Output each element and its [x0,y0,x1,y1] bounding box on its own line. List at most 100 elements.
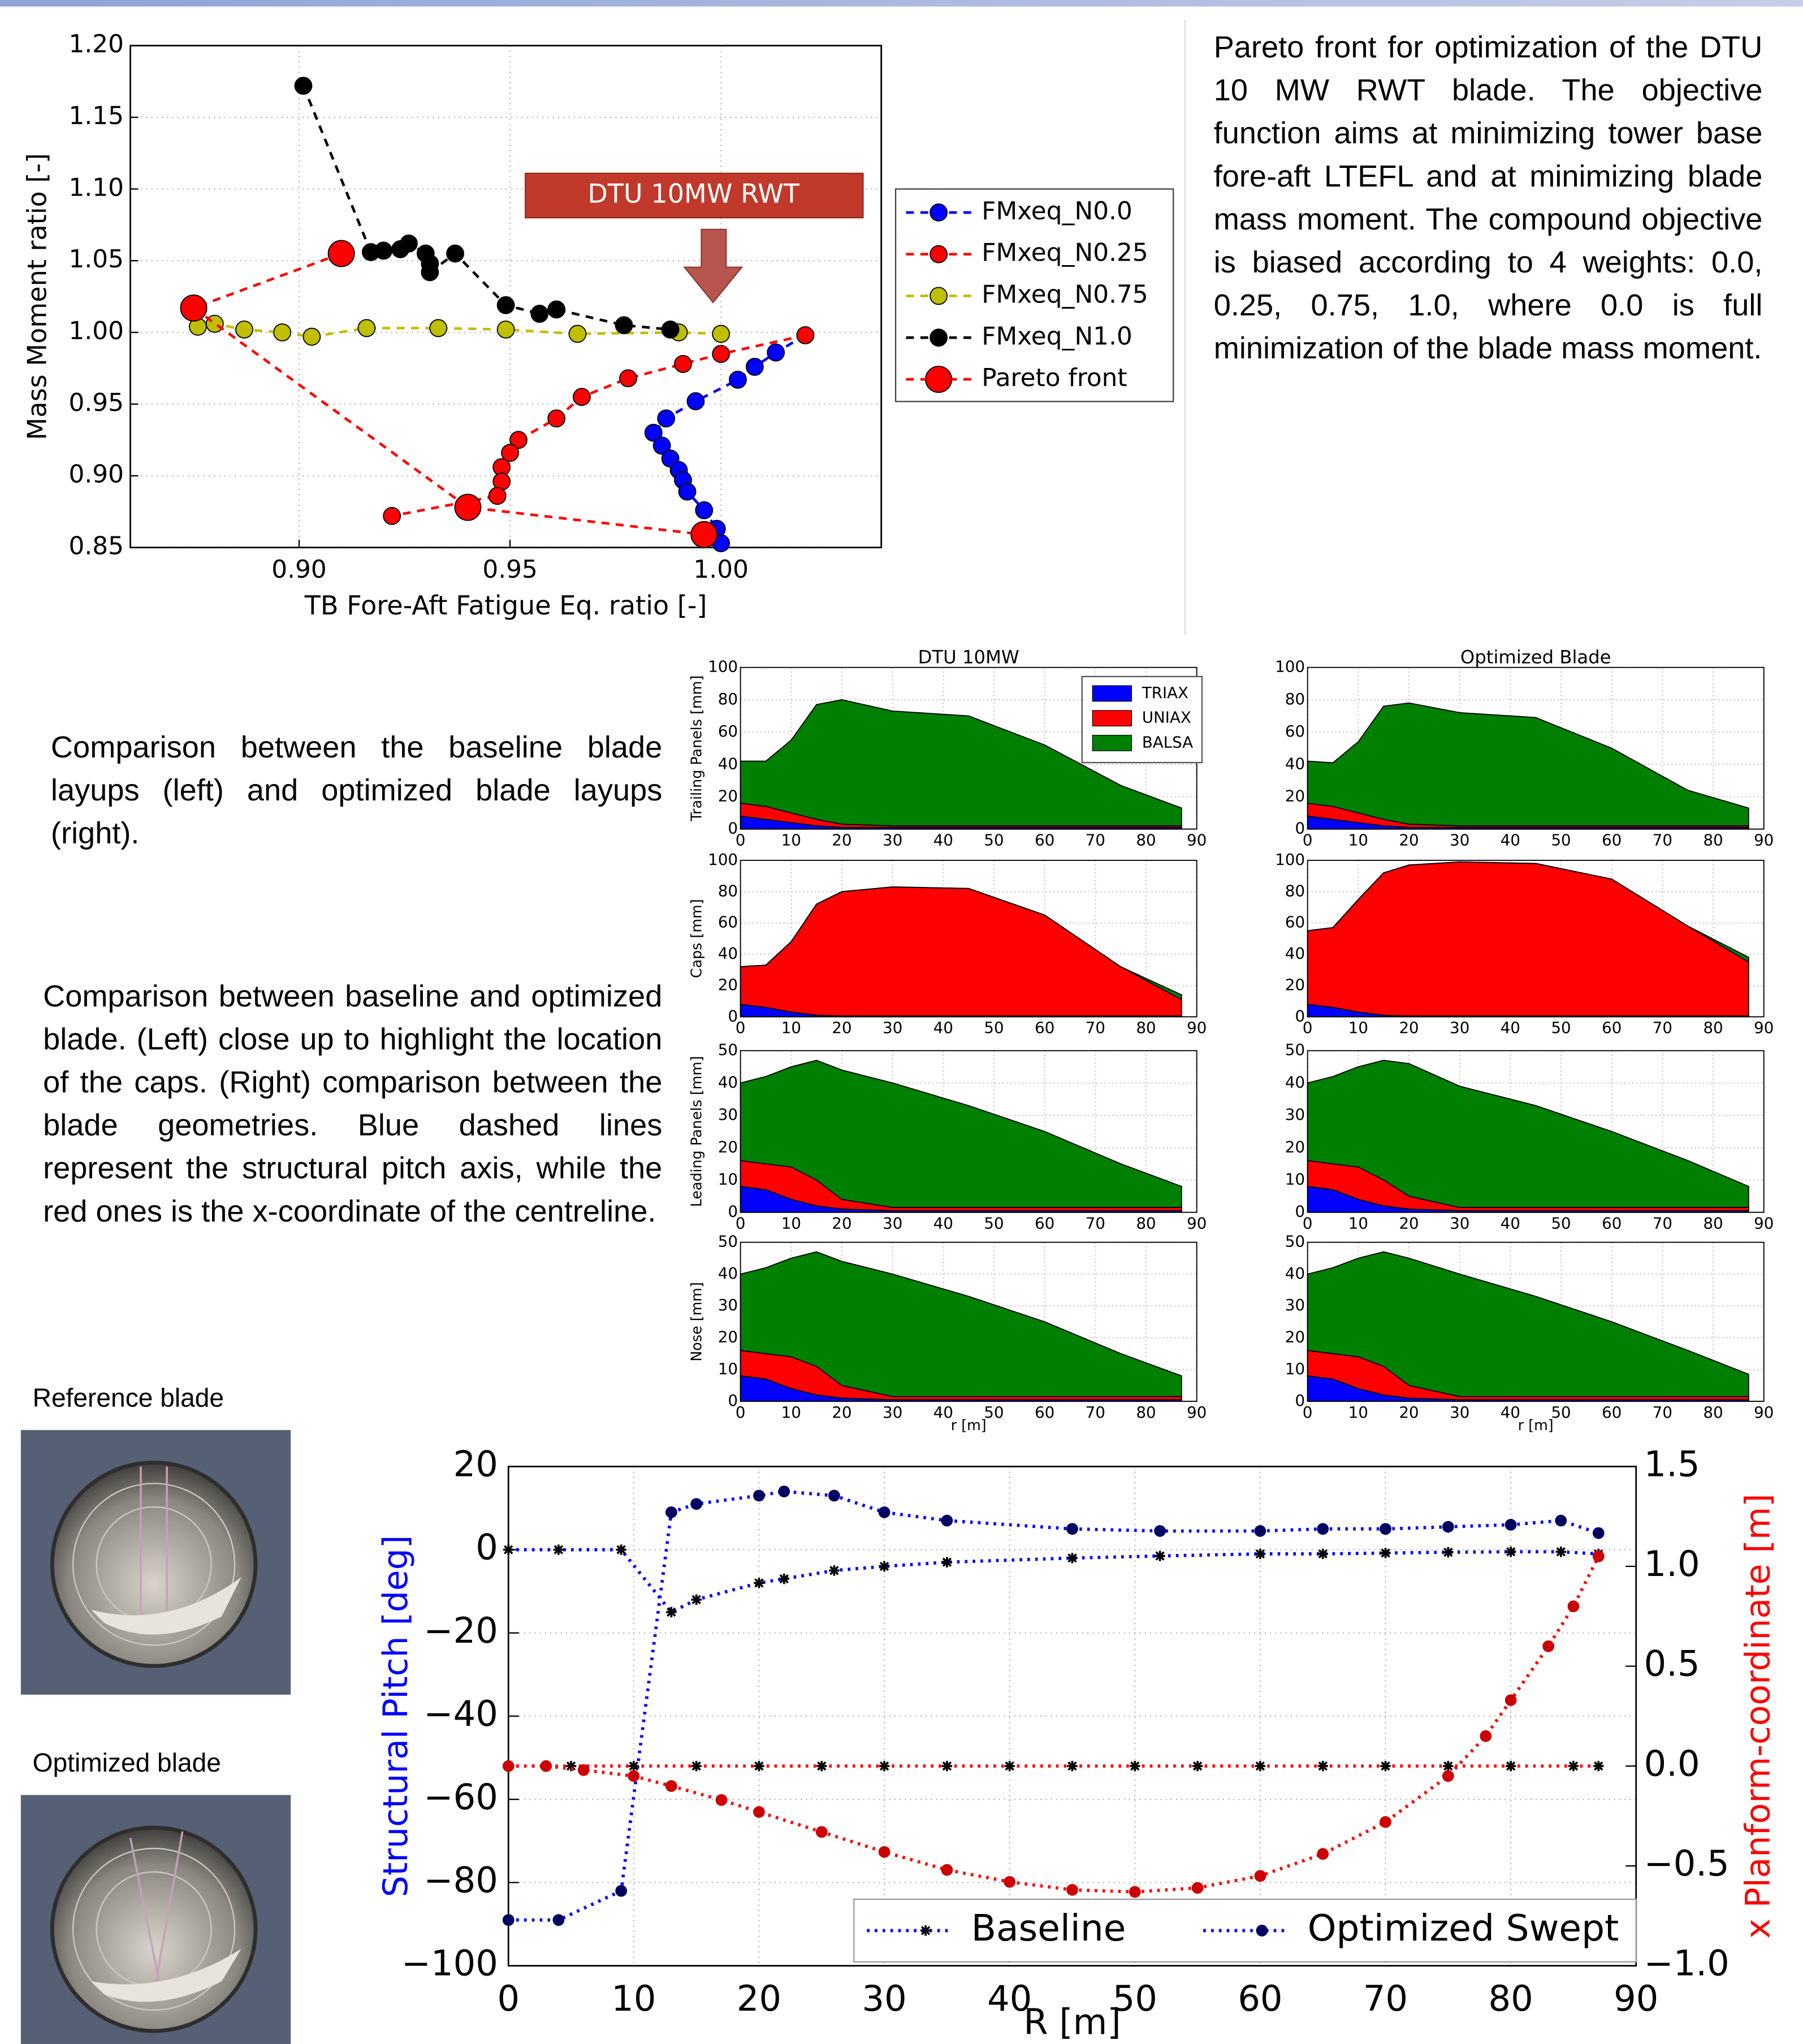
x-tick-label: 0.95 [482,555,538,584]
data-point [540,1760,552,1772]
x-tick-label: 90 [1754,1019,1774,1037]
legend-marker [930,329,947,346]
data-point [548,301,565,318]
legend-label: FMxeq_N0.25 [982,239,1148,267]
x-tick-label: 20 [1399,1403,1419,1422]
x-tick-label: 50 [984,1214,1004,1232]
data-point [573,388,590,405]
data-point [1568,1600,1580,1612]
pareto-caption: Pareto front for optimization of the DTU… [1214,26,1763,370]
data-point [816,1826,828,1838]
x-tick-label: 80 [1703,1403,1723,1422]
data-point [754,1578,764,1588]
data-point [548,410,565,427]
y-tick-label: 0 [1295,1391,1305,1410]
x-axis-label: r [m] [1518,1417,1554,1434]
y-axis-label: Leading Panels [mm] [688,1056,705,1207]
data-point [1318,1761,1328,1771]
x-tick-label: 50 [984,830,1004,849]
y-tick-label: 20 [718,786,738,805]
x-tick-label: 20 [832,1403,851,1422]
legend-swatch [1092,711,1131,726]
panel-title: DTU 10MW [918,647,1019,668]
x-tick-label: 20 [1399,1019,1419,1037]
data-point [690,1498,702,1510]
x-tick-label: 70 [1086,1019,1105,1037]
legend-label: UNIAX [1142,708,1191,727]
y-tick-label: 40 [1285,754,1305,773]
x-tick-label: 20 [1399,830,1419,849]
data-point [554,1544,564,1554]
x-tick-label: 40 [933,1019,953,1037]
x-tick-label: 30 [1450,830,1469,849]
y-tick-label: 30 [1285,1296,1305,1314]
y-tick-label: 100 [1275,850,1305,869]
data-point [1380,1816,1391,1828]
y-tick-label: 50 [1285,1232,1305,1251]
y-tick-label: 30 [718,1296,738,1314]
data-point [531,305,548,322]
x-tick-label: 60 [1602,830,1622,849]
x-tick-label: 1.00 [693,555,749,584]
x-tick-label: 70 [1653,830,1672,849]
x-tick-label: 80 [1136,1214,1156,1232]
legend-label: FMxeq_N1.0 [982,322,1132,350]
y-tick-label: 0 [728,1202,738,1221]
data-point [1317,1848,1329,1860]
x-tick-label: 30 [1450,1214,1469,1232]
legend-label: Pareto front [982,363,1127,392]
x-tick-label: 10 [1348,1403,1368,1422]
data-point [1555,1515,1567,1527]
data-point [778,1486,790,1497]
page: 0.900.951.000.850.900.951.001.051.101.15… [0,0,1803,2044]
x-tick-label: 60 [1035,830,1054,849]
legend-marker [930,204,947,221]
x-tick-label: 10 [611,1978,656,2019]
x-tick-label: 40 [1501,1403,1520,1422]
x-tick-label: 10 [1348,1214,1368,1232]
data-point [662,321,679,338]
data-point [942,1557,952,1567]
x-tick-label: 70 [1086,1403,1105,1422]
y-tick-label: 30 [718,1105,738,1124]
data-point [421,264,438,281]
data-point [578,1764,590,1776]
data-point [383,508,400,525]
y-tick-label: 20 [718,1328,738,1346]
x-axis-label: TB Fore-Aft Fatigue Eq. ratio [-] [304,590,707,621]
data-point [753,1490,765,1502]
y-tick-label: −40 [423,1693,498,1734]
x-tick-label: 80 [1489,1978,1533,2019]
legend-label: FMxeq_N0.0 [982,197,1132,226]
x-tick-label: 40 [933,830,953,849]
data-point [274,324,291,341]
y-tick-label: 20 [453,1443,498,1484]
x-tick-label: 90 [1187,1403,1207,1422]
data-point [797,327,814,344]
x-tick-label: 30 [883,1403,902,1422]
y-tick-label: 80 [718,690,738,708]
x-tick-label: 0.90 [271,555,327,584]
data-point [1067,1761,1077,1771]
data-point [1255,1761,1265,1771]
data-point [503,1914,514,1926]
y-tick-label: 40 [1285,944,1305,963]
y-tick-label: 40 [718,754,738,773]
x-tick-label: 30 [883,1019,902,1037]
data-point [1004,1761,1014,1771]
y-tick-label: 0 [475,1527,498,1568]
top-bar [0,0,1803,7]
data-point [1255,1549,1265,1559]
y-tick-label: 10 [1285,1359,1305,1378]
y2-tick-label: −1.0 [1644,1943,1730,1984]
layup-caption: Comparison between the baseline blade la… [51,726,662,855]
y-tick-label: 40 [718,1073,738,1092]
y-tick-label: 60 [1285,913,1305,932]
reference-label: Reference blade [33,1384,224,1414]
optimized-label: Optimized blade [33,1749,221,1779]
stage: 0.900.951.000.850.900.951.001.051.101.15… [0,0,1803,2044]
data-point [503,1544,513,1554]
data-point [1593,1527,1605,1539]
x-tick-label: 80 [1136,1403,1156,1422]
data-point [746,358,763,375]
